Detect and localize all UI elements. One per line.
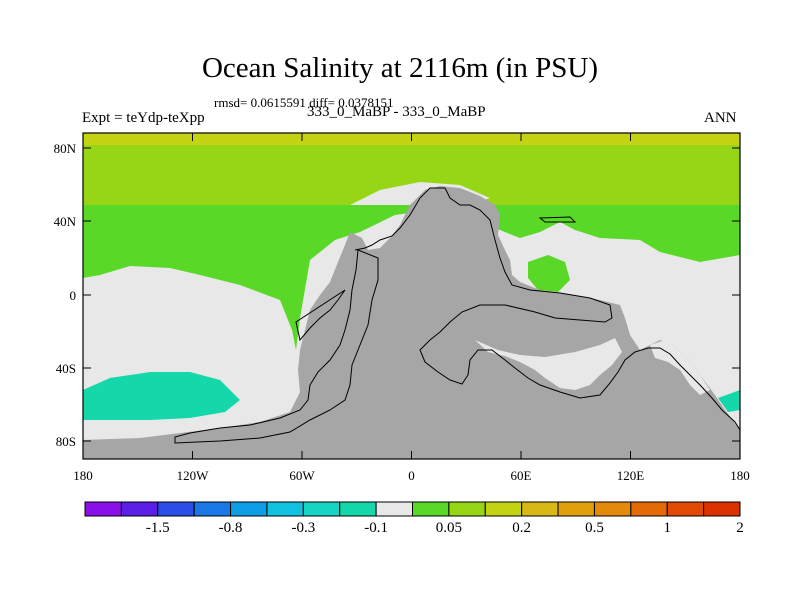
map-field	[83, 133, 740, 459]
colorbar-swatch	[703, 501, 741, 517]
y-tick-label: 40N	[54, 214, 77, 229]
colorbar-swatch	[484, 501, 523, 517]
x-tick-labels: 180 120W 60W 0 60E 120E 180	[73, 468, 750, 483]
colorbar-swatch	[630, 501, 668, 517]
comparison-label: 333_0_MaBP - 333_0_MaBP	[307, 104, 486, 120]
colorbar-labels: -1.5 -0.8 -0.3 -0.1 0.05 0.2 0.5 1 2	[146, 520, 744, 536]
colorbar	[84, 501, 741, 517]
y-axis	[83, 147, 740, 442]
x-axis	[82, 133, 741, 459]
chart-title: Ocean Salinity at 2116m (in PSU)	[201, 52, 599, 84]
north-positive-region	[83, 205, 740, 350]
season-label: ANN	[704, 110, 737, 126]
colorbar-label: 2	[736, 520, 744, 536]
colorbar-label: 0.05	[436, 520, 462, 536]
colorbar-label: 0.2	[512, 520, 531, 536]
coastline-outlines	[174, 187, 740, 444]
y-tick-label: 40S	[56, 361, 76, 376]
colorbar-swatch	[302, 501, 341, 517]
colorbar-swatch	[666, 501, 705, 517]
x-tick-label: 120E	[617, 468, 645, 483]
colorbar-label: 0.5	[585, 520, 604, 536]
x-tick-label: 120W	[177, 468, 210, 483]
arabian-sea-blob	[528, 255, 570, 292]
south-atlantic-negative	[718, 390, 740, 412]
y-tick-label: 80N	[54, 141, 77, 156]
colorbar-swatch	[375, 501, 414, 517]
x-tick-label: 180	[730, 468, 750, 483]
x-tick-label: 60E	[511, 468, 532, 483]
y-tick-labels: 80N 40N 0 40S 80S	[54, 141, 77, 449]
colorbar-label: 1	[663, 520, 671, 536]
colorbar-swatch	[266, 501, 304, 517]
pacific-cutout-ocean	[650, 340, 710, 395]
colorbar-swatch	[157, 501, 195, 517]
colorbar-swatch	[593, 501, 632, 517]
colorbar-swatch	[84, 501, 122, 517]
colorbar-swatch	[412, 501, 450, 517]
colorbar-label: -0.3	[291, 520, 315, 536]
experiment-label: Expt = teYdp-teXpp	[82, 110, 205, 126]
x-tick-label: 0	[408, 468, 415, 483]
colorbar-label: -1.5	[146, 520, 170, 536]
colorbar-swatch	[120, 501, 159, 517]
colorbar-swatch	[339, 501, 377, 517]
colorbar-swatch	[448, 501, 486, 517]
x-tick-label: 60W	[289, 468, 315, 483]
x-tick-label: 180	[73, 468, 93, 483]
colorbar-label: -0.8	[219, 520, 243, 536]
stats-line: rmsd= 0.0615591 diff= 0.0378151	[214, 95, 394, 110]
colorbar-swatch	[521, 501, 559, 517]
south-cutout-ocean	[475, 338, 622, 390]
south-pacific-negative	[83, 372, 240, 420]
colorbar-swatch	[193, 501, 232, 517]
colorbar-swatch	[230, 501, 268, 517]
colorbar-swatch	[557, 501, 595, 517]
colorbar-label: -0.1	[364, 520, 388, 536]
y-tick-label: 80S	[56, 434, 76, 449]
y-tick-label: 0	[70, 288, 77, 303]
continent-america-europe-africa	[83, 186, 740, 459]
